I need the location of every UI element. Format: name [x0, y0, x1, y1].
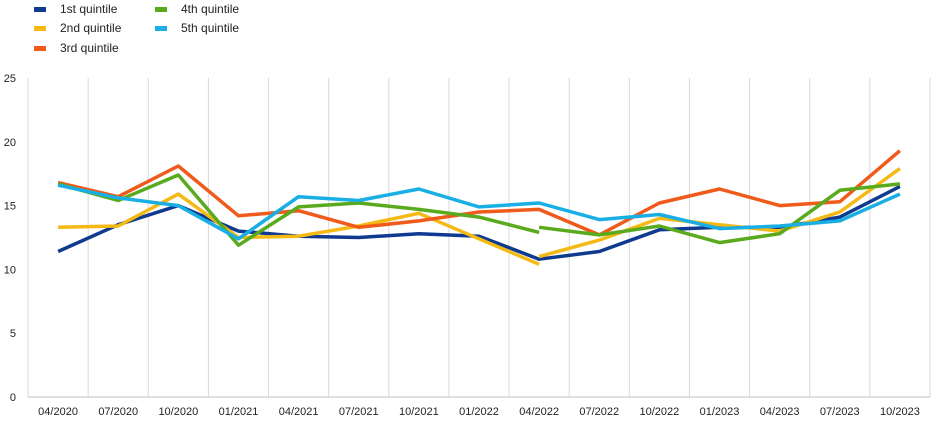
legend-item-1st-quintile: 1st quintile: [34, 1, 117, 17]
x-tick-label: 07/2021: [339, 406, 379, 418]
legend-label-1st-quintile: 1st quintile: [60, 2, 118, 16]
x-tick-label: 07/2022: [579, 406, 619, 418]
x-tick-label: 07/2020: [98, 406, 138, 418]
legend-swatch-3rd-quintile: [34, 45, 46, 51]
x-tick-label: 01/2023: [700, 406, 740, 418]
axis-layer: 0 5 10 15 20 25 04/2020 07/2020 10/2020 01/2021 04…: [4, 73, 920, 418]
legend-swatch-5th-quintile: [155, 25, 167, 31]
x-tick-label: 10/2020: [158, 406, 198, 418]
legend-label-4th-quintile: 4th quintile: [181, 2, 240, 16]
series-line-2nd-quintile: [58, 192, 540, 266]
series-line-4th-quintile: [57, 173, 540, 247]
series-line-4th-quintile-after-04-2022: [538, 182, 901, 245]
y-tick-label: 0: [10, 392, 16, 404]
legend-label-3rd-quintile: 3rd quintile: [60, 41, 119, 55]
legend-swatch-4th-quintile: [155, 6, 167, 12]
series-layer: [57, 149, 902, 266]
legend-item-5th-quintile: 5th quintile: [155, 20, 239, 36]
legend-swatch-2nd-quintile: [34, 25, 46, 31]
x-tick-label: 04/2022: [519, 406, 559, 418]
series-line-5th-quintile: [57, 183, 901, 241]
series-line-2nd-quintile-after-04-2022: [538, 167, 901, 259]
legend-item-4th-quintile: 4th quintile: [155, 1, 239, 17]
grid-layer: [27, 78, 931, 398]
x-tick-label: 01/2021: [219, 406, 259, 418]
legend-label-5th-quintile: 5th quintile: [181, 21, 240, 35]
x-tick-label: 10/2022: [640, 406, 680, 418]
chart-legend: 1st quintile 2nd quintile 3rd quintile 4…: [0, 0, 945, 60]
x-tick-label: 04/2023: [760, 406, 800, 418]
x-tick-label: 04/2021: [279, 406, 319, 418]
x-tick-label: 01/2022: [459, 406, 499, 418]
legend-item-2nd-quintile: 2nd quintile: [34, 20, 121, 36]
x-tick-label: 07/2023: [820, 406, 860, 418]
y-tick-label: 20: [4, 137, 16, 149]
x-tick-label: 10/2021: [399, 406, 439, 418]
y-tick-label: 15: [4, 201, 16, 213]
series-line-3rd-quintile: [57, 149, 902, 237]
y-tick-label: 25: [4, 73, 16, 85]
y-tick-label: 10: [4, 264, 16, 276]
x-tick-label: 04/2020: [38, 406, 78, 418]
y-tick-label: 5: [10, 328, 16, 340]
legend-swatch-1st-quintile: [34, 6, 46, 12]
x-tick-label: 10/2023: [880, 406, 920, 418]
legend-label-2nd-quintile: 2nd quintile: [60, 21, 122, 35]
legend-item-3rd-quintile: 3rd quintile: [34, 40, 119, 56]
